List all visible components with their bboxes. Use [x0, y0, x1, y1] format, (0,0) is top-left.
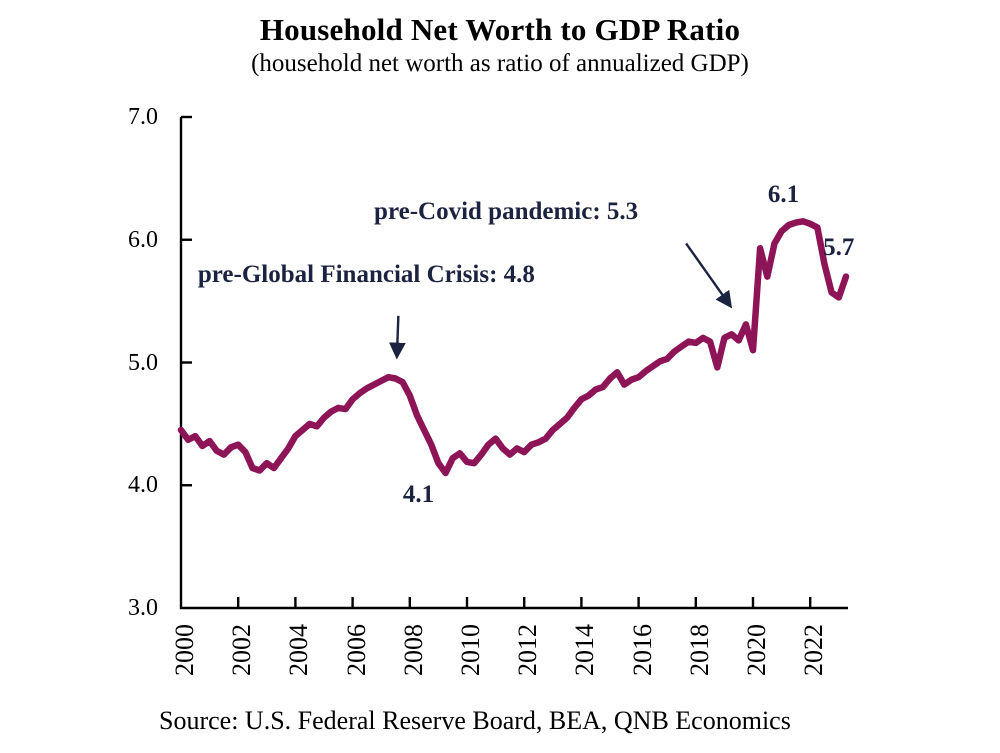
x-tick-label: 2010	[456, 624, 485, 676]
x-tick-label: 2012	[513, 624, 543, 676]
x-tick-label: 2004	[284, 624, 314, 676]
x-tick-label: 2020	[742, 624, 771, 676]
annotation-low-2009: 4.1	[402, 480, 435, 508]
x-tick-label: 2008	[398, 624, 428, 676]
covid-arrow	[685, 242, 733, 309]
chart-title: Household Net Worth to GDP Ratio	[259, 12, 741, 47]
y-tick-label: 4.0	[128, 472, 158, 499]
x-tick-label: 2000	[170, 624, 199, 676]
axis-lines	[179, 117, 848, 610]
x-tick-label: 2006	[341, 624, 371, 676]
y-tick-label: 3.0	[128, 595, 158, 621]
x-tick-label: 2018	[684, 624, 714, 676]
chart-subtitle: (household net worth as ratio of annuali…	[251, 50, 749, 77]
annotation-end-2023: 5.7	[823, 233, 855, 261]
x-tick-label: 2014	[570, 624, 600, 676]
annotation-gfc: pre-Global Financial Crisis: 4.8	[197, 260, 535, 288]
annotation-covid: pre-Covid pandemic: 5.3	[374, 198, 639, 226]
data-line	[177, 218, 850, 477]
gfc-arrow	[388, 315, 406, 360]
x-tick-label: 2016	[627, 624, 657, 676]
x-tick-label: 2002	[227, 624, 257, 676]
annotation-peak-2021: 6.1	[767, 181, 800, 209]
source-note: Source: U.S. Federal Reserve Board, BEA,…	[159, 706, 791, 735]
y-tick-label: 6.0	[128, 226, 158, 253]
y-tick-label: 7.0	[128, 104, 158, 130]
x-tick-label: 2022	[799, 624, 829, 676]
y-tick-label: 5.0	[128, 349, 158, 376]
